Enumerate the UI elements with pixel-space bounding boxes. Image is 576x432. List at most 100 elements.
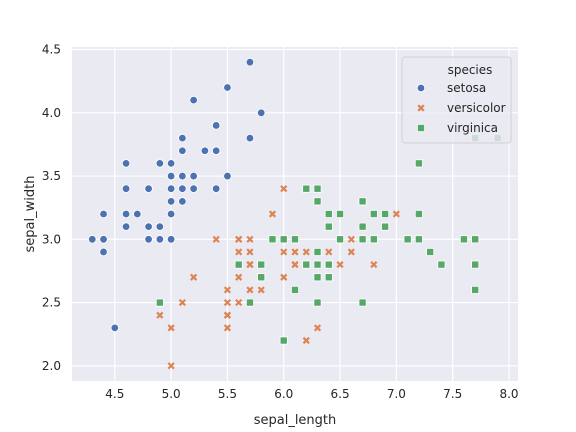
x-tick-label: 7.5 (443, 387, 462, 401)
data-point-versicolor (167, 324, 175, 332)
data-point-virginica (426, 247, 435, 256)
data-point-versicolor (156, 311, 164, 319)
data-point-virginica (268, 235, 277, 244)
data-point-versicolor (235, 248, 243, 256)
legend: species setosa versicolor virginica (401, 56, 512, 144)
data-point-virginica (313, 260, 322, 269)
data-point-setosa (110, 323, 119, 333)
data-point-versicolor (280, 248, 288, 256)
x-tick-label: 5.5 (218, 387, 237, 401)
y-tick-label: 2.5 (42, 296, 61, 310)
y-tick-label: 3.5 (42, 169, 61, 183)
data-point-setosa (144, 184, 153, 193)
data-point-setosa (223, 83, 232, 92)
x-tick-label: 4.5 (105, 387, 124, 401)
data-point-versicolor (212, 235, 220, 243)
data-point-versicolor (246, 235, 254, 243)
data-point-setosa (178, 133, 187, 143)
data-point-setosa (211, 121, 221, 130)
data-point-versicolor (223, 324, 232, 332)
data-point-virginica (290, 235, 299, 244)
x-tick-label: 6.5 (331, 387, 350, 401)
data-point-virginica (369, 235, 378, 244)
x-tick-label: 6.0 (274, 387, 293, 401)
data-point-virginica (358, 222, 367, 231)
data-point-setosa (245, 133, 255, 143)
data-point-setosa (133, 209, 142, 219)
data-point-virginica (414, 209, 423, 218)
data-point-setosa (166, 171, 176, 181)
data-point-virginica (381, 209, 390, 218)
data-point-setosa (166, 184, 176, 193)
legend-items: setosa versicolor virginica (416, 81, 506, 135)
data-point-setosa (245, 57, 255, 67)
data-point-virginica (437, 260, 446, 269)
data-point-versicolor (190, 273, 198, 281)
data-point-virginica (245, 298, 254, 307)
data-point-virginica (336, 235, 345, 244)
data-point-setosa (155, 159, 165, 168)
data-point-virginica (155, 298, 164, 307)
data-point-versicolor (280, 273, 288, 281)
data-point-setosa (121, 222, 131, 231)
data-point-versicolor (268, 210, 277, 218)
data-point-virginica (358, 298, 367, 307)
data-point-versicolor (223, 298, 232, 307)
legend-marker-virginica (416, 124, 425, 133)
data-point-virginica (459, 235, 468, 244)
data-point-virginica (313, 197, 322, 206)
data-point-versicolor (291, 261, 299, 269)
data-point-versicolor (235, 298, 243, 307)
x-axis-label: sepal_length (254, 413, 337, 428)
data-point-virginica (279, 336, 288, 345)
data-point-setosa (166, 159, 176, 168)
data-point-versicolor (336, 261, 344, 269)
data-point-setosa (189, 171, 198, 181)
data-point-virginica (324, 273, 333, 282)
data-point-setosa (99, 235, 108, 244)
data-point-setosa (88, 235, 97, 244)
data-point-setosa (155, 222, 165, 231)
data-point-virginica (414, 159, 423, 168)
data-point-setosa (166, 197, 176, 206)
data-point-virginica (302, 184, 311, 193)
legend-label-versicolor: versicolor (447, 101, 506, 115)
y-axis-label: sepal_width (23, 176, 38, 253)
data-point-virginica (403, 235, 412, 244)
legend-marker-versicolor (417, 104, 425, 112)
data-point-virginica (313, 184, 322, 193)
data-point-setosa (121, 209, 131, 219)
y-tick-label: 4.0 (42, 106, 61, 120)
data-point-virginica (414, 235, 423, 244)
data-point-virginica (381, 222, 390, 231)
data-point-versicolor (347, 248, 355, 256)
legend-title: species (448, 63, 493, 77)
data-point-setosa (99, 247, 108, 257)
legend-marker-setosa (416, 83, 426, 93)
data-point-versicolor (178, 298, 186, 307)
data-point-setosa (178, 184, 187, 193)
data-point-versicolor (223, 286, 232, 294)
data-point-virginica (313, 247, 322, 256)
data-point-virginica (471, 260, 480, 269)
data-point-virginica (369, 209, 378, 218)
data-point-virginica (471, 285, 480, 294)
data-point-virginica (234, 260, 243, 269)
data-point-setosa (223, 171, 232, 181)
data-point-setosa (211, 184, 221, 193)
data-point-setosa (121, 159, 131, 168)
data-point-virginica (313, 273, 322, 282)
data-point-virginica (358, 235, 367, 244)
data-point-setosa (178, 146, 187, 155)
data-point-setosa (144, 235, 153, 244)
data-point-setosa (211, 146, 221, 155)
data-point-versicolor (235, 273, 243, 281)
data-point-virginica (324, 260, 333, 269)
data-point-setosa (189, 184, 198, 193)
legend-label-virginica: virginica (447, 121, 498, 135)
data-point-setosa (144, 222, 153, 231)
data-point-setosa (178, 197, 187, 206)
y-tick-label: 4.5 (42, 43, 61, 57)
data-point-versicolor (246, 248, 254, 256)
